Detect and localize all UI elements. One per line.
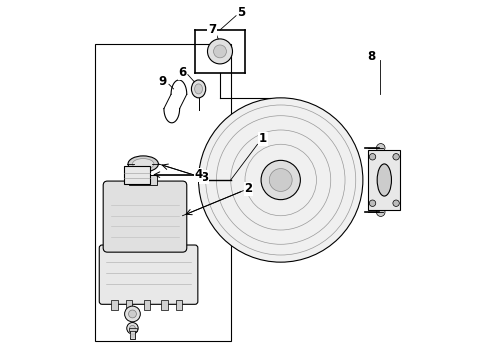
- Bar: [129, 328, 137, 331]
- Text: 1: 1: [259, 132, 267, 145]
- Circle shape: [376, 144, 385, 152]
- Circle shape: [128, 310, 136, 318]
- Ellipse shape: [192, 80, 206, 98]
- Text: 7: 7: [208, 23, 216, 36]
- Circle shape: [369, 154, 376, 160]
- Circle shape: [393, 200, 399, 206]
- Circle shape: [376, 208, 385, 216]
- Circle shape: [198, 98, 363, 262]
- Text: 3: 3: [200, 171, 208, 184]
- FancyBboxPatch shape: [99, 245, 198, 304]
- Ellipse shape: [128, 156, 158, 172]
- Bar: [95, 44, 231, 341]
- Ellipse shape: [377, 164, 392, 196]
- Text: 2: 2: [245, 183, 253, 195]
- Circle shape: [261, 160, 300, 200]
- Bar: [144, 300, 150, 310]
- Text: 4: 4: [195, 168, 203, 181]
- Text: 9: 9: [159, 75, 167, 88]
- Bar: [176, 300, 182, 310]
- Circle shape: [214, 45, 226, 58]
- Circle shape: [270, 168, 292, 192]
- Bar: [126, 300, 132, 310]
- FancyBboxPatch shape: [103, 181, 187, 252]
- Ellipse shape: [195, 84, 202, 94]
- Bar: [111, 300, 118, 310]
- Bar: [368, 150, 400, 210]
- Text: 5: 5: [237, 6, 245, 19]
- Bar: [123, 166, 150, 184]
- Circle shape: [124, 306, 140, 322]
- Bar: [161, 300, 168, 310]
- Text: 8: 8: [368, 50, 376, 63]
- Circle shape: [369, 200, 376, 206]
- Text: 6: 6: [178, 66, 187, 79]
- Circle shape: [393, 154, 399, 160]
- Circle shape: [130, 325, 135, 331]
- Circle shape: [127, 323, 138, 334]
- Ellipse shape: [132, 158, 154, 169]
- Bar: [129, 175, 157, 185]
- Bar: [130, 330, 135, 339]
- Circle shape: [207, 39, 232, 64]
